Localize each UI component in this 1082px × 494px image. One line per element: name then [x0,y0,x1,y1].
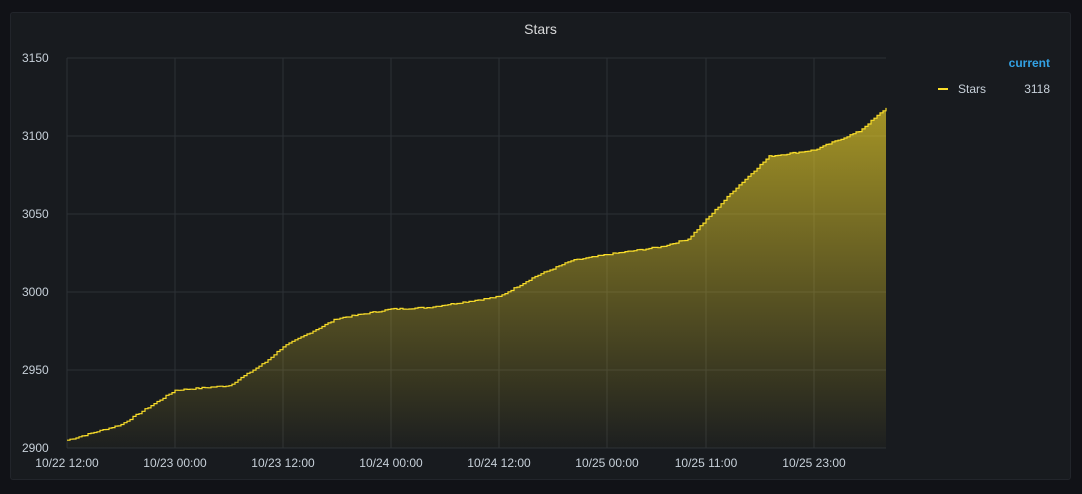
y-tick-label: 2900 [22,441,49,455]
panel-title[interactable]: Stars [524,21,557,37]
legend-color-swatch [938,88,948,90]
axis-labels: 2900 2950 3000 3050 3100 3150 10/22 12:00 10/23… [22,51,846,470]
legend-current-value: 3118 [1024,82,1050,96]
legend-item-stars[interactable]: Stars 3118 [925,78,1050,100]
x-tick-label: 10/23 00:00 [143,456,207,470]
y-tick-label: 2950 [22,363,49,377]
x-tick-label: 10/25 00:00 [575,456,639,470]
x-tick-label: 10/23 12:00 [251,456,315,470]
y-tick-label: 3100 [22,129,49,143]
x-tick-label: 10/24 12:00 [467,456,531,470]
legend: current Stars 3118 [925,56,1050,100]
x-tick-label: 10/25 11:00 [675,456,738,470]
stars-area-fill [67,107,886,449]
area-layer [67,107,887,449]
y-tick-label: 3150 [22,51,49,65]
y-tick-label: 3000 [22,285,49,299]
x-tick-label: 10/25 23:00 [782,456,846,470]
legend-series-name[interactable]: Stars [958,82,987,96]
x-tick-label: 10/24 00:00 [359,456,423,470]
x-tick-label: 10/22 12:00 [35,456,99,470]
y-tick-label: 3050 [22,207,49,221]
stars-series-line[interactable] [67,107,887,441]
legend-header-current[interactable]: current [1008,56,1050,70]
